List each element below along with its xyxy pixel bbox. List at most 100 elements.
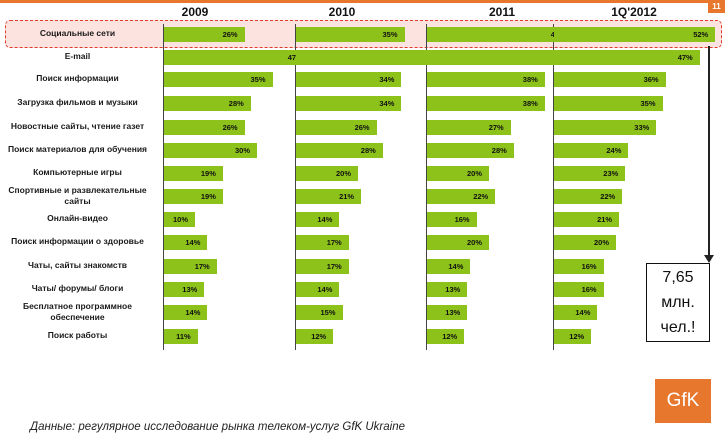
bar-value-label: 34%	[379, 99, 395, 108]
bar-health-0	[164, 235, 208, 250]
bar-value-label: 30%	[235, 146, 251, 155]
bar-info-search-1	[296, 72, 402, 87]
bar-value-label: 17%	[326, 262, 342, 271]
bar-value-label: 19%	[200, 169, 216, 178]
bar-sport-3	[554, 189, 623, 204]
bar-downloads-2	[427, 96, 545, 111]
bar-study-2	[427, 143, 514, 158]
bar-value-label: 14%	[448, 262, 464, 271]
bar-value-label: 21%	[339, 192, 355, 201]
bar-value-label: 14%	[185, 238, 201, 247]
bar-social-0	[164, 27, 245, 42]
bar-value-label: 20%	[467, 169, 483, 178]
bar-health-3	[554, 235, 616, 250]
bar-jobs-3	[554, 329, 592, 344]
bar-value-label: 35%	[250, 75, 266, 84]
bar-value-label: 38%	[522, 99, 538, 108]
bar-software-1	[296, 305, 343, 320]
bar-value-label: 20%	[336, 169, 352, 178]
bar-value-label: 14%	[317, 285, 333, 294]
bar-value-label: 19%	[200, 192, 216, 201]
bar-sport-0	[164, 189, 223, 204]
bar-email-3	[554, 50, 700, 65]
row-label-health: Поиск информации о здоровье	[11, 236, 144, 246]
bar-value-label: 35%	[640, 99, 656, 108]
row-label-forums: Чаты/ форумы/ блоги	[31, 283, 124, 293]
bar-dating-1	[296, 259, 349, 274]
bar-dating-3	[554, 259, 604, 274]
arrow-head-icon	[704, 255, 714, 263]
bar-software-3	[554, 305, 598, 320]
source-footnote: Данные: регулярное исследование рынка те…	[30, 421, 406, 433]
bar-value-label: 15%	[320, 308, 336, 317]
bar-value-label: 36%	[643, 75, 659, 84]
bar-social-2	[427, 27, 573, 42]
gfk-logo: GfK	[655, 379, 711, 423]
row-label-news: Новостные сайты, чтение газет	[10, 121, 145, 131]
bar-study-1	[296, 143, 383, 158]
year-header-2011: 2011	[488, 5, 516, 19]
bar-email-2	[427, 50, 586, 65]
bar-value-label: 17%	[194, 262, 210, 271]
bar-jobs-2	[427, 329, 465, 344]
bar-dating-2	[427, 259, 471, 274]
bar-value-label: 26%	[222, 123, 238, 132]
bar-email-0	[164, 50, 310, 65]
bar-value-label: 11%	[176, 332, 191, 341]
bar-news-2	[427, 120, 511, 135]
bar-forums-1	[296, 282, 340, 297]
bar-software-0	[164, 305, 208, 320]
bar-forums-2	[427, 282, 468, 297]
bar-value-label: 14%	[575, 308, 591, 317]
bar-value-label: 22%	[600, 192, 616, 201]
bar-sport-2	[427, 189, 496, 204]
bar-info-search-2	[427, 72, 545, 87]
bar-news-0	[164, 120, 245, 135]
row-label-sport: Спортивные и развлекательные сайты	[8, 185, 147, 206]
row-label-jobs: Поиск работы	[47, 330, 108, 340]
users-callout: 7,65 млн. чел.!	[646, 263, 710, 342]
bar-value-label: 14%	[185, 308, 201, 317]
bar-video-2	[427, 212, 477, 227]
bar-value-label: 22%	[473, 192, 489, 201]
bar-value-label: 17%	[326, 238, 342, 247]
bar-value-label: 33%	[634, 123, 650, 132]
column-axis-line	[295, 24, 296, 350]
bar-jobs-0	[164, 329, 199, 344]
bar-value-label: 24%	[606, 146, 622, 155]
bar-value-label: 16%	[581, 285, 597, 294]
row-label-dating: Чаты, сайты знакомств	[27, 260, 127, 270]
bar-value-label: 20%	[467, 238, 483, 247]
bar-sport-1	[296, 189, 362, 204]
bar-value-label: 35%	[382, 30, 398, 39]
bar-info-search-0	[164, 72, 273, 87]
bar-downloads-1	[296, 96, 402, 111]
bar-social-3	[554, 27, 716, 42]
bar-dating-0	[164, 259, 217, 274]
bar-study-0	[164, 143, 257, 158]
callout-line-1: 7,65	[662, 269, 694, 286]
bar-value-label: 34%	[379, 75, 395, 84]
bar-jobs-1	[296, 329, 334, 344]
bar-value-label: 26%	[222, 30, 238, 39]
bar-games-2	[427, 166, 489, 181]
bar-email-1	[296, 50, 458, 65]
bar-value-label: 23%	[603, 169, 619, 178]
row-label-study: Поиск материалов для обучения	[7, 144, 148, 154]
column-axis-line	[426, 24, 427, 350]
bar-health-1	[296, 235, 349, 250]
bar-value-label: 13%	[445, 308, 461, 317]
bar-value-label: 12%	[311, 332, 327, 341]
bar-video-0	[164, 212, 195, 227]
year-header-2009: 2009	[181, 5, 209, 19]
column-axis-line	[163, 24, 164, 350]
bar-forums-0	[164, 282, 205, 297]
callout-line-3: чел.!	[660, 319, 696, 336]
bar-value-label: 16%	[454, 215, 470, 224]
callout-line-2: млн.	[661, 294, 695, 311]
bar-value-label: 47%	[288, 50, 303, 65]
bar-value-label: 38%	[522, 75, 538, 84]
bar-value-label: 12%	[442, 332, 458, 341]
bar-video-1	[296, 212, 340, 227]
